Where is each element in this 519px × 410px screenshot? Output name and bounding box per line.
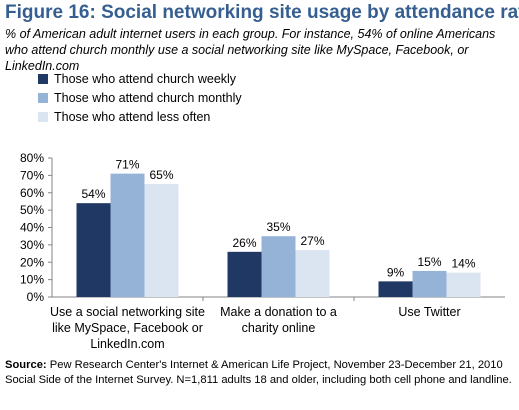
- legend: Those who attend church weekly Those who…: [38, 69, 242, 126]
- data-label: 71%: [115, 158, 139, 172]
- data-label: 26%: [232, 236, 256, 250]
- legend-swatch-weekly: [38, 73, 48, 84]
- source-note: Source: Pew Research Center's Internet &…: [5, 358, 517, 388]
- legend-item-weekly: Those who attend church weekly: [38, 69, 242, 88]
- y-tick-label: 20%: [20, 255, 44, 269]
- x-category-label: Use Twitter: [398, 305, 460, 319]
- data-label: 27%: [300, 234, 324, 248]
- legend-label-monthly: Those who attend church monthly: [54, 90, 242, 105]
- y-tick-label: 10%: [20, 273, 44, 287]
- x-category-label: Make a donation to a: [220, 305, 337, 319]
- chart-title: Figure 16: Social networking site usage …: [5, 2, 519, 23]
- y-tick-label: 40%: [20, 221, 44, 235]
- bar: [295, 250, 330, 297]
- bar: [446, 272, 481, 297]
- bar: [378, 281, 413, 297]
- bar: [76, 203, 111, 297]
- y-tick-label: 30%: [20, 238, 44, 252]
- legend-item-monthly: Those who attend church monthly: [38, 88, 242, 107]
- x-category-label: charity online: [242, 321, 316, 335]
- y-tick-label: 0%: [27, 290, 45, 304]
- y-tick-label: 80%: [20, 151, 44, 165]
- bar: [227, 251, 262, 297]
- bar: [261, 236, 296, 297]
- legend-item-less-often: Those who attend less often: [38, 107, 242, 126]
- data-label: 14%: [451, 257, 475, 271]
- x-category-label: LinkedIn.com: [90, 337, 164, 351]
- y-tick-label: 70%: [20, 168, 44, 182]
- x-category-label: Use a social networking site: [50, 305, 205, 319]
- y-tick-label: 50%: [20, 203, 44, 217]
- data-label: 9%: [387, 265, 405, 279]
- data-label: 15%: [417, 255, 441, 269]
- chart-subtitle: % of American adult internet users in ea…: [5, 27, 496, 73]
- legend-swatch-monthly: [38, 92, 48, 103]
- y-tick-label: 60%: [20, 186, 44, 200]
- bar: [412, 270, 447, 297]
- legend-label-weekly: Those who attend church weekly: [54, 71, 237, 86]
- bar: [110, 173, 145, 297]
- data-label: 65%: [149, 168, 173, 182]
- source-label: Source:: [5, 359, 47, 371]
- data-label: 54%: [81, 187, 105, 201]
- data-label: 35%: [266, 220, 290, 234]
- source-text: Pew Research Center's Internet & America…: [5, 359, 512, 386]
- legend-label-less-often: Those who attend less often: [54, 109, 211, 124]
- bar: [144, 184, 179, 297]
- x-category-label: like MySpace, Facebook or: [52, 321, 203, 335]
- legend-swatch-less-often: [38, 111, 48, 122]
